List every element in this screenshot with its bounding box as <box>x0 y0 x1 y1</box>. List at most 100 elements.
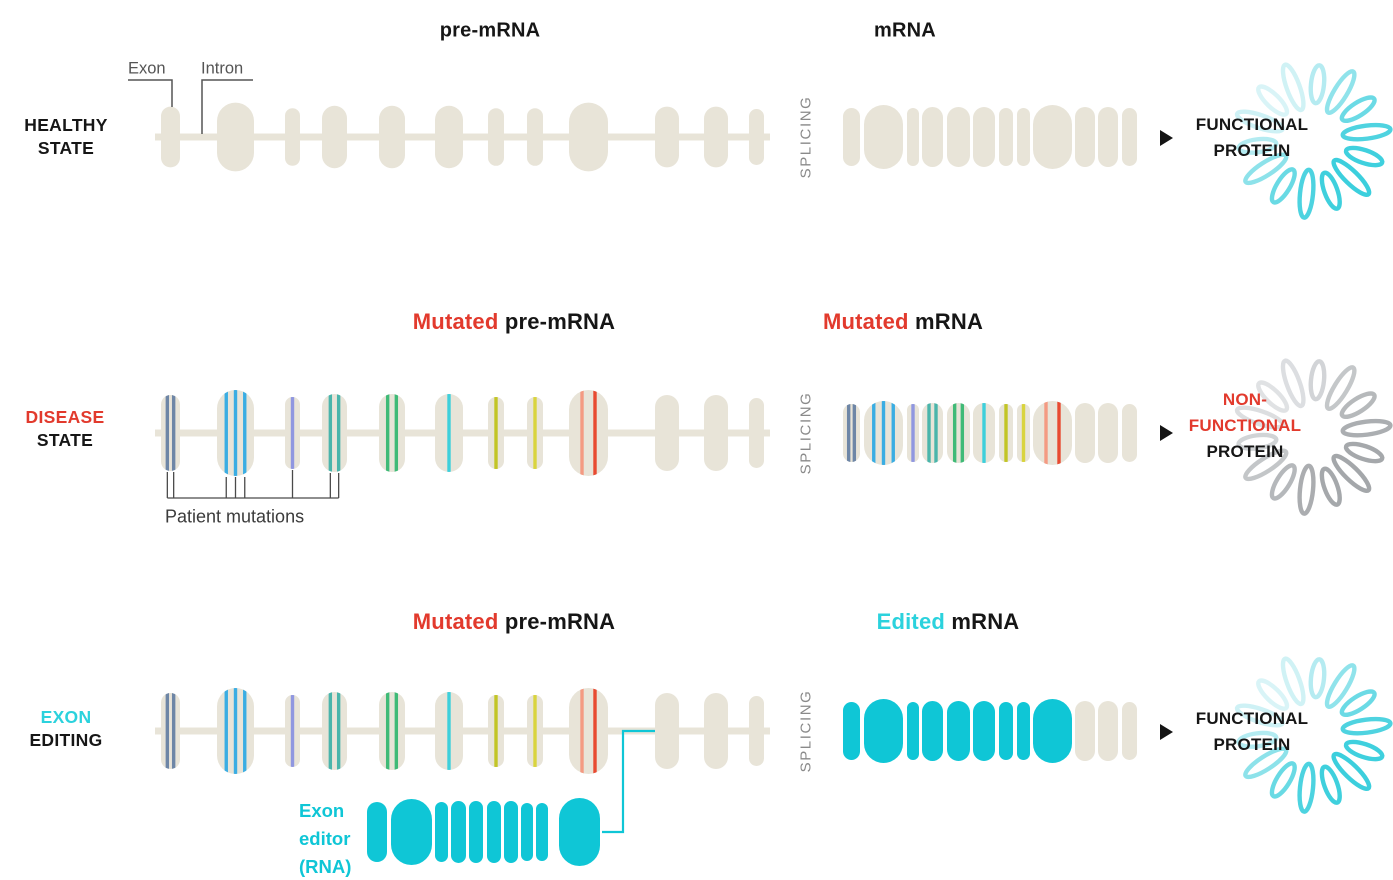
mutation-stripe <box>171 395 176 471</box>
mrna-pill <box>973 107 995 167</box>
mrna-pill <box>864 401 903 465</box>
mrna-pill <box>1122 702 1137 760</box>
splicing-label-row1: SPLICING <box>797 95 815 179</box>
label-line: PROTEIN <box>1213 141 1291 160</box>
mutation-stripe <box>891 401 895 465</box>
protein-coil-loop <box>1234 405 1285 430</box>
protein-coil-loop <box>1331 157 1372 198</box>
mutation-stripe <box>952 403 957 463</box>
label-line: (RNA) <box>299 856 352 877</box>
mutation-stripe <box>494 695 498 767</box>
mrna-pill <box>843 404 860 462</box>
exon-pill <box>655 106 679 168</box>
editor-pill <box>451 801 466 863</box>
splice-output-arrow-icon <box>1160 425 1173 441</box>
exon-pill <box>161 106 180 168</box>
protein-coil-loop <box>1297 167 1316 220</box>
exon-pill <box>655 693 679 769</box>
exon-pill <box>488 397 504 469</box>
mrna-strand-healthy <box>843 105 1137 169</box>
protein-coil-loop <box>1340 418 1393 438</box>
protein-coil-loop <box>1324 663 1357 710</box>
protein-coil-loop <box>1308 63 1327 106</box>
protein-coil-loop <box>1269 167 1297 205</box>
mutation-stripe <box>580 688 584 774</box>
splicing-label-row2: SPLICING <box>797 391 815 475</box>
mrna-title-row2: Mutated mRNA <box>823 309 983 335</box>
mrna-strand-disease <box>843 401 1137 465</box>
mutation-stripe <box>1021 404 1026 462</box>
exon-pill <box>435 692 463 770</box>
mutation-stripe <box>165 395 170 471</box>
mutation-stripe <box>328 394 333 472</box>
exon-pill <box>161 693 180 769</box>
label-segment: mRNA <box>915 309 984 334</box>
exon-pill <box>749 109 764 165</box>
exon-pill <box>322 394 347 472</box>
mutation-stripe <box>1057 401 1061 465</box>
exon-pill <box>488 108 504 166</box>
mutation-stripe <box>385 394 390 472</box>
protein-coil-loop <box>1324 365 1357 412</box>
exon-pill <box>379 394 405 472</box>
protein-coil-loop <box>1324 69 1357 116</box>
pill-body <box>569 390 608 476</box>
mrna-pill <box>907 108 919 166</box>
protein-coil-loop <box>1256 678 1290 711</box>
pre-mrna-strand-disease <box>155 390 770 476</box>
mutation-stripe <box>290 695 295 767</box>
label-line: NON- <box>1222 390 1268 409</box>
label-line: STATE <box>36 430 94 450</box>
exon-pill <box>655 395 679 471</box>
pill-body <box>922 403 943 463</box>
exon-pill <box>285 108 300 166</box>
protein-coil-loop <box>1331 453 1372 494</box>
label-segment: Mutated <box>412 609 505 634</box>
mutation-stripe <box>224 688 228 774</box>
pill-body <box>947 403 970 463</box>
editor-pill <box>391 799 432 865</box>
mutation-stripe <box>224 390 228 476</box>
mutation-stripe <box>927 403 931 463</box>
pill-body <box>322 692 347 770</box>
exon-pill <box>285 695 300 767</box>
exon-pill <box>217 390 254 476</box>
exon-pill <box>488 695 504 767</box>
mrna-pill <box>999 702 1013 760</box>
exon-editor-label: Exon editor (RNA) <box>299 797 351 880</box>
protein-coil-loop <box>1343 145 1385 168</box>
exon-pill <box>322 105 347 169</box>
mrna-pill <box>1075 107 1095 167</box>
protein-coil-loop <box>1243 448 1289 482</box>
mutation-stripe <box>233 688 238 774</box>
protein-icon-cyan <box>1234 62 1393 220</box>
protein-coil-loop <box>1269 463 1297 501</box>
mrna-pill <box>843 702 860 760</box>
mutation-stripe <box>580 390 584 476</box>
mrna-pill <box>907 404 919 462</box>
mrna-pill <box>922 107 943 167</box>
label-line: STATE <box>37 138 95 158</box>
mrna-pill <box>864 699 903 763</box>
mrna-pill <box>1033 401 1072 465</box>
label-line: FUNCTIONAL <box>1195 115 1309 134</box>
mutation-stripe <box>171 693 176 769</box>
mutation-stripe <box>243 688 247 774</box>
mrna-pill <box>999 108 1013 166</box>
pill-body <box>843 404 860 462</box>
exon-pill <box>704 395 728 471</box>
mrna-title-row1: mRNA <box>874 20 936 43</box>
protein-coil-loop <box>1319 764 1342 805</box>
mrna-pill <box>1017 404 1030 462</box>
splice-output-arrow-icon <box>1160 130 1173 146</box>
protein-coil-loop <box>1236 730 1279 749</box>
exon-pill <box>379 692 405 770</box>
mrna-strand-exon-editing <box>843 699 1137 763</box>
mrna-pill <box>907 702 919 760</box>
pill-body <box>1033 401 1072 465</box>
protein-coil-loop <box>1339 95 1377 124</box>
mrna-pill <box>864 105 903 169</box>
mrna-pill <box>1075 701 1095 761</box>
